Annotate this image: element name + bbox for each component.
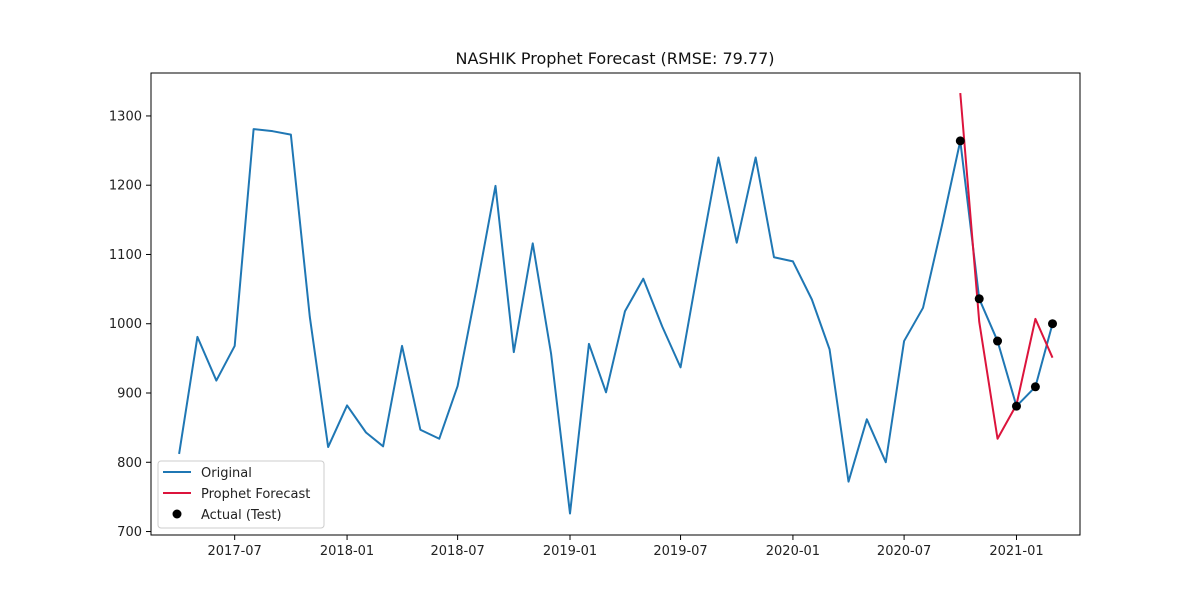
series-point-actual-test <box>1048 319 1058 329</box>
series-line-prophet-forecast <box>959 93 1054 440</box>
legend-label-actual: Actual (Test) <box>201 508 282 523</box>
legend-label-forecast: Prophet Forecast <box>201 487 310 502</box>
y-axis: 700 800 900 1000 1100 1200 1300 <box>109 109 151 540</box>
x-tick-label: 2020-07 <box>877 544 931 559</box>
y-tick-label: 1000 <box>109 317 142 332</box>
series-point-actual-test <box>974 294 984 304</box>
series-point-actual-test <box>1030 382 1040 392</box>
series-line-original <box>178 128 1054 515</box>
x-tick-label: 2018-07 <box>430 544 484 559</box>
legend-box <box>157 460 325 529</box>
legend: Original Prophet Forecast Actual (Test) <box>157 460 325 529</box>
plot-area-frame <box>150 72 1081 536</box>
series-point-actual-test <box>955 136 965 146</box>
y-tick-label: 1200 <box>109 179 142 194</box>
series-layer <box>178 93 1058 515</box>
x-tick-label: 2021-01 <box>989 544 1043 559</box>
y-tick-label: 700 <box>117 525 142 540</box>
y-tick-label: 1300 <box>109 109 142 124</box>
x-tick-label: 2017-07 <box>208 544 262 559</box>
legend-swatch-actual <box>172 509 182 519</box>
chart-title: NASHIK Prophet Forecast (RMSE: 79.77) <box>455 49 774 68</box>
x-tick-label: 2018-01 <box>320 544 374 559</box>
legend-label-original: Original <box>201 466 252 481</box>
y-tick-label: 800 <box>117 456 142 471</box>
series-point-actual-test <box>1011 401 1021 411</box>
x-tick-label: 2020-01 <box>766 544 820 559</box>
y-tick-label: 900 <box>117 387 142 402</box>
x-tick-label: 2019-01 <box>543 544 597 559</box>
y-tick-label: 1100 <box>109 248 142 263</box>
x-tick-label: 2019-07 <box>653 544 707 559</box>
x-axis: 2017-07 2018-01 2018-07 2019-01 2019-07 2020-… <box>208 535 1044 559</box>
series-point-actual-test <box>993 336 1003 346</box>
